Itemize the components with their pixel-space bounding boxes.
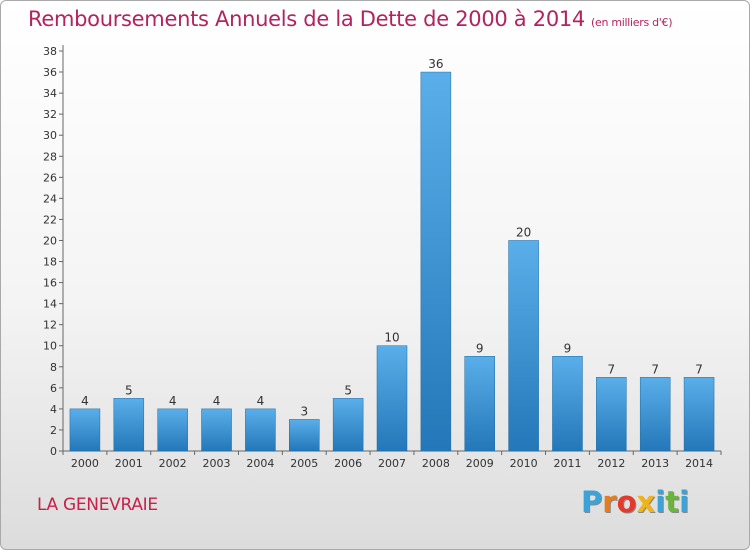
chart-subtitle: (en milliers d'€)	[591, 16, 673, 29]
bar	[245, 408, 276, 452]
bar	[332, 398, 364, 452]
x-tick-label: 2002	[159, 457, 187, 470]
data-label: 7	[695, 362, 703, 376]
x-tick-label: 2007	[378, 457, 406, 470]
y-tick-label: 28	[43, 150, 57, 163]
proxiti-logo: Proxiti	[581, 485, 689, 519]
x-tick-label: 2012	[597, 457, 625, 470]
y-tick-label: 14	[43, 298, 57, 311]
chart-title: Remboursements Annuels de la Dette de 20…	[28, 7, 672, 31]
logo-letter: o	[616, 485, 637, 519]
x-tick-label: 2005	[290, 457, 318, 470]
bar	[552, 356, 583, 452]
x-tick-label: 2009	[466, 457, 494, 470]
bar	[639, 377, 671, 452]
y-tick-label: 16	[43, 277, 57, 290]
data-label: 7	[651, 362, 659, 376]
bar	[464, 356, 495, 452]
y-tick-label: 32	[43, 108, 57, 121]
bar	[420, 71, 452, 452]
data-label: 9	[476, 341, 484, 355]
y-tick-label: 22	[43, 213, 57, 226]
chart-title-text: Remboursements Annuels de la Dette de 20…	[28, 7, 585, 31]
y-tick-label: 10	[43, 340, 57, 353]
x-tick-label: 2003	[203, 457, 231, 470]
data-label: 4	[169, 394, 177, 408]
y-tick-label: 20	[43, 234, 57, 247]
bar	[508, 240, 539, 452]
bar	[69, 408, 101, 452]
logo-letter: r	[602, 485, 617, 519]
y-tick-label: 4	[50, 403, 57, 416]
data-label: 20	[516, 225, 531, 239]
data-label: 4	[81, 394, 89, 408]
y-tick-label: 0	[50, 445, 57, 458]
logo-letter: t	[665, 485, 680, 519]
bar	[596, 377, 627, 452]
y-tick-label: 34	[43, 87, 57, 100]
data-label: 7	[608, 362, 616, 376]
x-tick-label: 2014	[685, 457, 713, 470]
data-label: 4	[257, 394, 265, 408]
y-tick-label: 38	[43, 45, 57, 58]
x-tick-label: 2001	[115, 457, 143, 470]
x-tick-label: 2004	[246, 457, 274, 470]
bar	[157, 408, 188, 452]
y-tick-label: 6	[50, 382, 57, 395]
data-label: 9	[564, 341, 572, 355]
logo-letter: i	[655, 485, 666, 519]
bar	[683, 377, 715, 452]
logo-letter: P	[581, 485, 603, 519]
y-tick-label: 8	[50, 361, 57, 374]
y-tick-label: 36	[43, 66, 57, 79]
y-tick-label: 24	[43, 192, 57, 205]
logo-letter: i	[679, 485, 690, 519]
commune-name: LA GENEVRAIE	[37, 495, 158, 515]
bar	[376, 345, 408, 452]
data-label: 10	[384, 331, 399, 345]
data-label: 5	[125, 383, 133, 397]
y-tick-label: 2	[50, 424, 57, 437]
data-label: 5	[344, 383, 352, 397]
data-label: 3	[300, 404, 308, 418]
y-tick-label: 12	[43, 319, 57, 332]
data-label: 36	[428, 57, 443, 71]
y-tick-label: 26	[43, 171, 57, 184]
x-tick-label: 2006	[334, 457, 362, 470]
bar	[201, 408, 232, 452]
bar	[113, 398, 145, 452]
x-tick-label: 2010	[510, 457, 538, 470]
bar	[289, 419, 320, 452]
logo-letter: x	[636, 485, 656, 519]
y-tick-label: 30	[43, 129, 57, 142]
data-label: 4	[213, 394, 221, 408]
x-tick-label: 2011	[553, 457, 581, 470]
y-tick-label: 18	[43, 256, 57, 269]
x-tick-label: 2013	[641, 457, 669, 470]
x-tick-label: 2000	[71, 457, 99, 470]
x-tick-label: 2008	[422, 457, 450, 470]
